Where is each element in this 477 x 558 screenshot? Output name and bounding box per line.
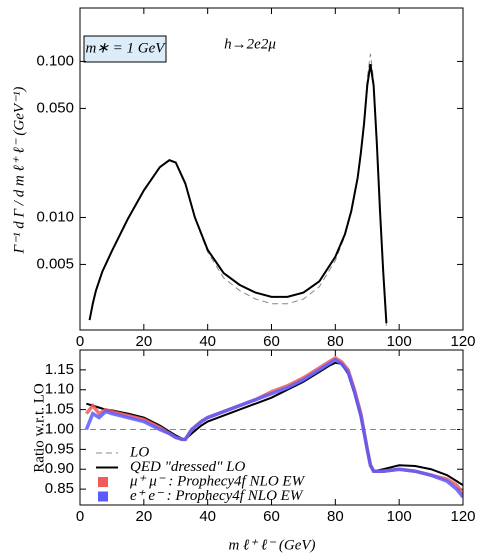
x-tick-label: 40	[199, 508, 216, 525]
x-axis-label: m ℓ⁺ ℓ⁻ (GeV)	[228, 537, 315, 553]
legend-label: QED "dressed" LO	[130, 459, 246, 475]
y-tick-label: 1.10	[45, 381, 74, 398]
x-tick-label: 100	[387, 333, 412, 350]
y-tick-label: 0.010	[36, 208, 74, 225]
legend-label: e⁺ e⁻ : Prophecy4f NLO EW	[130, 488, 304, 504]
y-tick-label: 0.100	[36, 52, 74, 69]
y-tick-label: 0.90	[45, 460, 74, 477]
x-tick-label: 20	[135, 333, 152, 350]
series-line	[84, 357, 463, 499]
legend-label: μ⁺ μ⁻ : Prophecy4f NLO EW	[129, 473, 306, 489]
plot-area	[88, 53, 388, 327]
x-tick-label: 120	[450, 508, 475, 525]
y-tick-label: 1.00	[45, 420, 74, 437]
x-tick-label: 60	[263, 333, 280, 350]
x-tick-label: 80	[327, 333, 344, 350]
frame	[79, 7, 464, 331]
x-tick-label: 60	[263, 508, 280, 525]
plot-area	[80, 355, 463, 499]
x-tick-label: 120	[450, 333, 475, 350]
x-tick-label: 0	[76, 333, 84, 350]
y-tick-label: 0.95	[45, 440, 74, 457]
y-tick-label: 0.050	[36, 99, 74, 116]
annotation: m∗ = 1 GeV	[86, 40, 167, 56]
legend-swatch	[98, 491, 108, 502]
x-tick-label: 40	[199, 333, 216, 350]
y-tick-label: 1.05	[45, 401, 74, 418]
y-tick-label: 0.005	[36, 255, 74, 272]
frame	[79, 349, 464, 506]
y-tick-label: 0.85	[45, 480, 74, 497]
y-axis-label: Γ⁻¹ d Γ / d m ℓ⁺ ℓ⁻ (GeV⁻¹)	[11, 87, 27, 255]
y-tick-label: 1.15	[45, 361, 74, 378]
annotation: h→2e2μ	[224, 36, 276, 52]
x-tick-label: 80	[327, 508, 344, 525]
series-line	[88, 64, 388, 324]
annotation-box	[83, 35, 167, 63]
legend-swatch	[98, 477, 108, 487]
legend-label: LO	[129, 444, 149, 460]
x-tick-label: 0	[76, 508, 84, 525]
x-tick-label: 20	[135, 508, 152, 525]
y-axis-label: Ratio w.r.t. LO	[31, 383, 47, 473]
series-line	[89, 53, 387, 327]
x-tick-label: 100	[387, 508, 412, 525]
